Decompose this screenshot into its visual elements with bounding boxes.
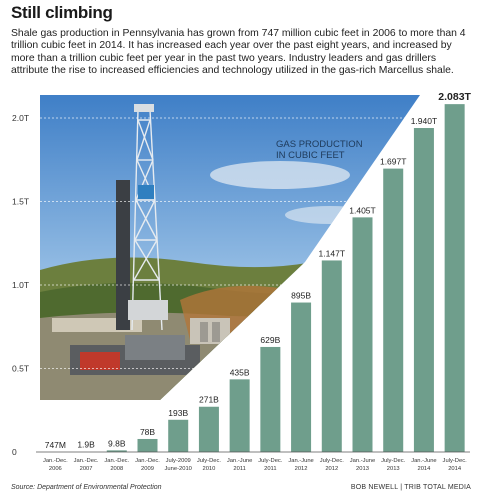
bar-value-label: 1.147T [319, 248, 345, 258]
bars [106, 104, 465, 452]
bar-value-label: 629B [260, 335, 280, 345]
y-axis: 0 0.5T 1.0T 1.5T 2.0T [12, 113, 470, 457]
y-tick-label: 0.5T [12, 364, 29, 374]
bar-value-label: 9.8B [108, 438, 126, 448]
x-tick-label: Jan.-June 2011 [227, 458, 252, 472]
x-tick-label: Jan.-Dec. 2008 [104, 458, 129, 472]
x-tick-label: July-2009 June-2010 [165, 458, 192, 472]
bar [229, 379, 250, 452]
x-axis: Jan.-Dec. 2006 Jan.-Dec. 2007 Jan.-Dec. 2008 J… [43, 458, 467, 472]
bar-value-label: 193B [168, 408, 188, 418]
bar [137, 438, 158, 452]
bar-value-label: 895B [291, 291, 311, 301]
credit-line: BOB NEWELL | TRIB TOTAL MEDIA [350, 484, 471, 491]
bar-value-label: 1.405T [349, 205, 375, 215]
annotation-text: GAS PRODUCTION IN CUBIC FEET [276, 139, 363, 161]
bar [321, 260, 342, 452]
x-tick-label: July-Dec. 2010 [197, 458, 222, 472]
bar-value-label: 747M [45, 440, 66, 450]
bar-value-label: 435B [230, 367, 250, 377]
x-tick-label: Jan.-June 2014 [411, 458, 436, 472]
chart-annotation: GAS PRODUCTION IN CUBIC FEET [276, 139, 363, 161]
x-tick-label: Jan.-Dec. 2009 [135, 458, 160, 472]
x-tick-label: July-Dec. 2013 [381, 458, 406, 472]
y-tick-label: 1.5T [12, 197, 29, 207]
y-tick-label: 1.0T [12, 280, 29, 290]
y-tick-label: 2.0T [12, 113, 29, 123]
chart-title: Still climbing [11, 3, 113, 22]
x-tick-label: July-Dec. 2011 [258, 458, 283, 472]
x-tick-label: July-Dec. 2014 [443, 458, 468, 472]
bar [168, 419, 189, 452]
value-labels: 747M 1.9B 9.8B 78B 193B 271B 435B 629B 895B 1.147… [45, 91, 472, 450]
bar [413, 128, 434, 452]
bar [352, 217, 373, 452]
y-tick-label: 0 [12, 447, 17, 457]
x-tick-label: Jan.-June 2013 [350, 458, 375, 472]
bar-value-label: 1.940T [411, 116, 437, 126]
bar-value-label: 2.083T [438, 91, 471, 103]
intro-paragraph: Shale gas production in Pennsylvania has… [11, 28, 466, 77]
x-tick-label: Jan.-Dec. 2007 [74, 458, 99, 472]
x-tick-label: Jan.-June 2012 [288, 458, 313, 472]
bar [198, 406, 219, 452]
bar-value-label: 1.9B [77, 440, 95, 450]
bar [106, 450, 127, 452]
x-tick-label: July-Dec. 2012 [320, 458, 345, 472]
bar [444, 104, 465, 452]
bar [260, 346, 281, 452]
bar-value-label: 78B [140, 427, 155, 437]
bar [291, 302, 312, 452]
x-tick-label: Jan.-Dec. 2006 [43, 458, 68, 472]
bar-value-label: 1.697T [380, 157, 406, 167]
bar [383, 168, 404, 452]
source-note: Source: Department of Environmental Prot… [11, 484, 162, 491]
bar-value-label: 271B [199, 395, 219, 405]
